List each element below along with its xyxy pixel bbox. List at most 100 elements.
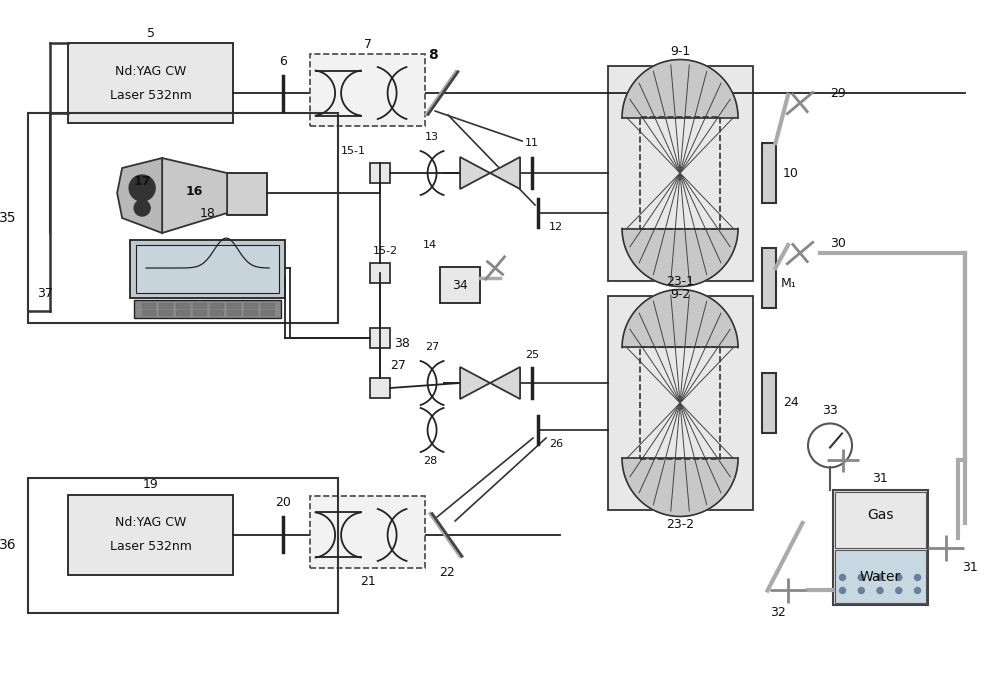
Text: 15-2: 15-2 <box>373 246 398 256</box>
Text: 29: 29 <box>830 87 846 100</box>
Text: 23-1: 23-1 <box>666 275 694 288</box>
Text: 24: 24 <box>783 396 798 410</box>
FancyBboxPatch shape <box>193 310 206 315</box>
Text: 34: 34 <box>452 279 468 292</box>
Circle shape <box>134 200 150 216</box>
Text: 16: 16 <box>185 184 203 198</box>
Text: 7: 7 <box>364 37 372 51</box>
FancyBboxPatch shape <box>762 248 776 308</box>
Text: Nd:YAG CW: Nd:YAG CW <box>115 516 186 529</box>
Text: 20: 20 <box>275 496 291 509</box>
Polygon shape <box>490 367 520 399</box>
FancyBboxPatch shape <box>136 245 279 293</box>
Text: 22: 22 <box>439 566 455 579</box>
Text: 28: 28 <box>423 456 437 466</box>
Text: 12: 12 <box>549 222 563 232</box>
Polygon shape <box>622 459 738 516</box>
FancyBboxPatch shape <box>608 295 753 511</box>
FancyBboxPatch shape <box>244 303 257 308</box>
FancyBboxPatch shape <box>176 303 189 308</box>
FancyBboxPatch shape <box>370 163 390 183</box>
Polygon shape <box>622 229 738 286</box>
FancyBboxPatch shape <box>310 496 425 568</box>
Text: 26: 26 <box>549 439 563 449</box>
Text: 35: 35 <box>0 211 17 225</box>
Text: 8: 8 <box>428 48 438 62</box>
FancyBboxPatch shape <box>176 310 189 315</box>
Text: 27: 27 <box>425 342 439 352</box>
FancyBboxPatch shape <box>310 54 425 126</box>
FancyBboxPatch shape <box>227 310 240 315</box>
FancyBboxPatch shape <box>835 550 926 604</box>
Polygon shape <box>460 367 490 399</box>
Text: 9-2: 9-2 <box>670 288 690 301</box>
Polygon shape <box>460 157 490 189</box>
Text: M₁: M₁ <box>781 277 796 290</box>
Text: 32: 32 <box>770 606 785 619</box>
FancyBboxPatch shape <box>261 303 274 308</box>
FancyBboxPatch shape <box>762 373 776 433</box>
Text: 19: 19 <box>143 478 159 491</box>
FancyBboxPatch shape <box>142 310 155 315</box>
Text: 5: 5 <box>147 26 155 40</box>
Text: 10: 10 <box>783 166 798 179</box>
Text: 21: 21 <box>360 575 375 588</box>
FancyBboxPatch shape <box>159 310 172 315</box>
FancyBboxPatch shape <box>68 43 233 123</box>
Circle shape <box>896 574 902 581</box>
FancyBboxPatch shape <box>440 267 480 303</box>
Circle shape <box>858 588 864 593</box>
Circle shape <box>915 588 921 593</box>
Circle shape <box>896 588 902 593</box>
Polygon shape <box>162 158 227 233</box>
Circle shape <box>915 574 921 581</box>
Text: 13: 13 <box>425 132 439 142</box>
Text: 36: 36 <box>0 538 17 552</box>
Text: Nd:YAG CW: Nd:YAG CW <box>115 64 186 78</box>
FancyBboxPatch shape <box>130 240 285 298</box>
Text: 6: 6 <box>279 55 287 67</box>
Polygon shape <box>622 290 738 347</box>
Text: 31: 31 <box>962 561 977 574</box>
FancyBboxPatch shape <box>193 303 206 308</box>
FancyBboxPatch shape <box>244 310 257 315</box>
Circle shape <box>877 588 883 593</box>
FancyBboxPatch shape <box>370 263 390 283</box>
FancyBboxPatch shape <box>835 493 926 548</box>
Text: 23-2: 23-2 <box>666 518 694 531</box>
FancyBboxPatch shape <box>762 143 776 203</box>
Text: Water: Water <box>859 570 901 584</box>
Circle shape <box>877 574 883 581</box>
FancyBboxPatch shape <box>227 173 267 215</box>
Text: 31: 31 <box>872 472 888 485</box>
Text: 30: 30 <box>830 236 846 249</box>
Circle shape <box>840 588 846 593</box>
FancyBboxPatch shape <box>608 66 753 281</box>
Polygon shape <box>490 157 520 189</box>
FancyBboxPatch shape <box>210 310 223 315</box>
Text: 38: 38 <box>394 337 410 349</box>
Text: 17: 17 <box>133 175 151 188</box>
Text: 15-1: 15-1 <box>341 146 366 156</box>
Text: 18: 18 <box>200 207 216 220</box>
Text: 14: 14 <box>423 240 437 250</box>
Text: 27: 27 <box>390 360 406 373</box>
Polygon shape <box>117 158 162 233</box>
FancyBboxPatch shape <box>159 303 172 308</box>
Text: 37: 37 <box>37 286 53 299</box>
Text: Laser 532nm: Laser 532nm <box>110 541 192 554</box>
Polygon shape <box>622 60 738 118</box>
Text: Laser 532nm: Laser 532nm <box>110 89 192 102</box>
Text: 25: 25 <box>525 350 539 360</box>
FancyBboxPatch shape <box>261 310 274 315</box>
FancyBboxPatch shape <box>370 328 390 348</box>
Circle shape <box>129 175 155 201</box>
FancyBboxPatch shape <box>210 303 223 308</box>
FancyBboxPatch shape <box>142 303 155 308</box>
FancyBboxPatch shape <box>227 303 240 308</box>
FancyBboxPatch shape <box>68 495 233 575</box>
Text: 33: 33 <box>822 404 838 417</box>
Text: 9-1: 9-1 <box>670 45 690 58</box>
Text: 11: 11 <box>525 138 539 148</box>
Circle shape <box>858 574 864 581</box>
